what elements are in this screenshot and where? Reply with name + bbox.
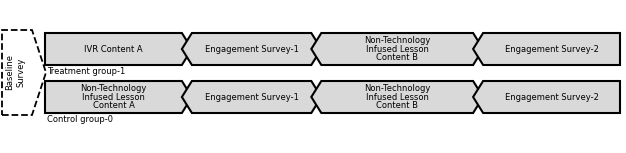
- Text: Infused Lesson: Infused Lesson: [366, 93, 429, 101]
- Polygon shape: [473, 81, 620, 113]
- Polygon shape: [2, 30, 46, 115]
- Text: Baseline
Survey: Baseline Survey: [6, 54, 26, 91]
- Text: Content A: Content A: [93, 101, 135, 110]
- Polygon shape: [45, 81, 192, 113]
- Text: Engagement Survey-1: Engagement Survey-1: [205, 45, 299, 54]
- Text: Engagement Survey-1: Engagement Survey-1: [205, 93, 299, 101]
- Text: Control group-0: Control group-0: [47, 115, 113, 124]
- Text: Content B: Content B: [376, 53, 418, 62]
- Text: Engagement Survey-2: Engagement Survey-2: [505, 93, 598, 101]
- Text: IVR Content A: IVR Content A: [84, 45, 143, 54]
- Text: Non-Technology: Non-Technology: [80, 84, 146, 93]
- Polygon shape: [182, 81, 321, 113]
- Polygon shape: [182, 33, 321, 65]
- Text: Non-Technology: Non-Technology: [364, 84, 431, 93]
- Text: Infused Lesson: Infused Lesson: [366, 45, 429, 54]
- Text: Content B: Content B: [376, 101, 418, 110]
- Text: Treatment group-1: Treatment group-1: [47, 67, 125, 76]
- Text: Infused Lesson: Infused Lesson: [82, 93, 145, 101]
- Polygon shape: [311, 33, 483, 65]
- Polygon shape: [45, 33, 192, 65]
- Text: Engagement Survey-2: Engagement Survey-2: [505, 45, 598, 54]
- Polygon shape: [311, 81, 483, 113]
- Text: Non-Technology: Non-Technology: [364, 36, 431, 45]
- Polygon shape: [473, 33, 620, 65]
